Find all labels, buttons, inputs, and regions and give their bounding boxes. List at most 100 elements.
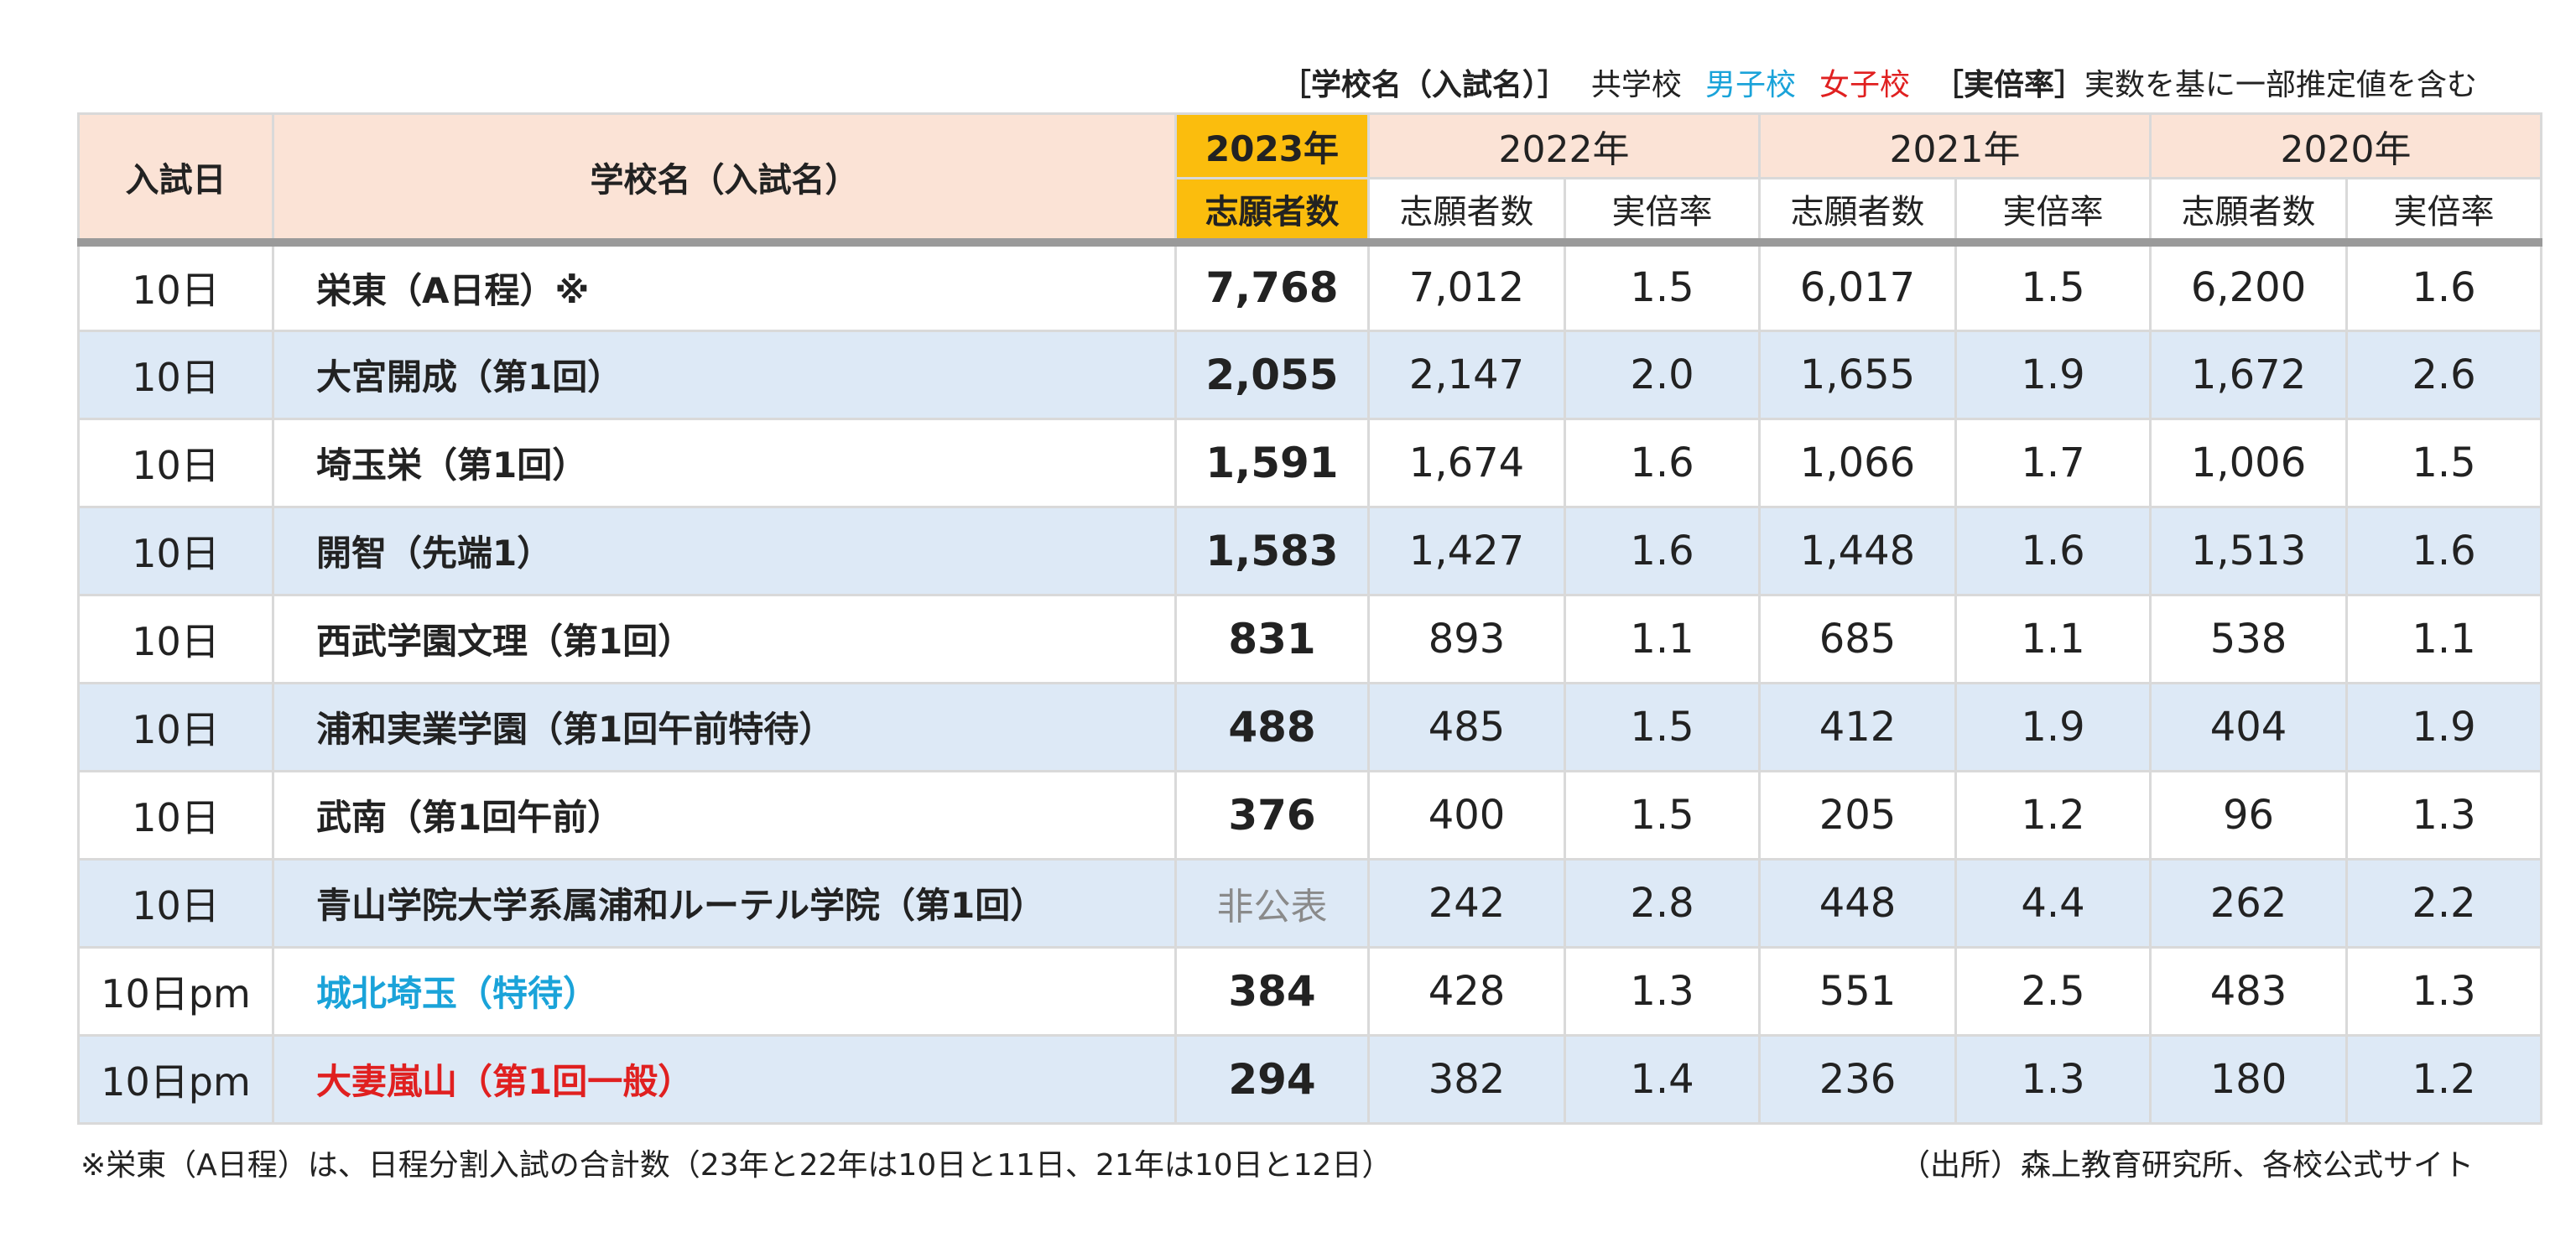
header-year-2021: 2021年 [1758, 112, 2152, 179]
cell-date: 10日 [77, 769, 274, 861]
cell-applicants-2022: 1,674 [1367, 417, 1566, 508]
cell-ratio-2021: 4.4 [1954, 857, 2152, 949]
cell-school-name: 大妻嵐山（第1回一般） [272, 1033, 1177, 1125]
cell-ratio-2020: 2.2 [2345, 857, 2543, 949]
cell-ratio-2020: 1.3 [2345, 945, 2543, 1037]
cell-school-name: 栄東（A日程）※ [272, 238, 1177, 332]
legend-ratio-label: ［実倍率］ [1933, 68, 2084, 102]
cell-applicants-2023: 294 [1174, 1033, 1370, 1125]
header-year-2023: 2023年 [1174, 112, 1370, 179]
cell-date: 10日 [77, 593, 274, 684]
table-row: 10日 大宮開成（第1回） 2,055 2,147 2.0 1,655 1.9 1,672 2.… [77, 329, 2543, 420]
cell-applicants-2023: 376 [1174, 769, 1370, 861]
cell-ratio-2021: 1.5 [1954, 238, 2152, 332]
cell-ratio-2022: 1.6 [1563, 417, 1762, 508]
applicants-table: 入試日 学校名（入試名） 2023年 2022年 2021年 2020年 志願者… [77, 112, 2543, 1125]
header-year-2020: 2020年 [2149, 112, 2543, 179]
legend: ［学校名（入試名）］ 共学校 男子校 女子校 ［実倍率］実数を基に一部推定値を含… [1281, 60, 2477, 104]
cell-ratio-2021: 2.5 [1954, 945, 2152, 1037]
cell-ratio-2021: 1.7 [1954, 417, 2152, 508]
header-2021-ratio: 実倍率 [1954, 177, 2152, 244]
cell-ratio-2022: 2.0 [1563, 329, 1762, 420]
cell-applicants-2020: 404 [2149, 681, 2349, 772]
cell-applicants-2023: 1,591 [1174, 417, 1370, 508]
cell-ratio-2022: 1.5 [1563, 238, 1762, 332]
cell-ratio-2020: 1.2 [2345, 1033, 2543, 1125]
table-row: 10日 開智（先端1） 1,583 1,427 1.6 1,448 1.6 1,513 1.6 [77, 505, 2543, 596]
header-2020-applicants: 志願者数 [2149, 177, 2349, 244]
cell-applicants-2022: 7,012 [1367, 238, 1566, 332]
cell-ratio-2022: 1.5 [1563, 681, 1762, 772]
cell-date: 10日 [77, 505, 274, 596]
header-2023-applicants: 志願者数 [1174, 177, 1370, 244]
cell-date: 10日 [77, 329, 274, 420]
table-row: 10日 武南（第1回午前） 376 400 1.5 205 1.2 96 1.3 [77, 769, 2543, 861]
cell-applicants-2022: 400 [1367, 769, 1566, 861]
header-year-2022: 2022年 [1366, 112, 1762, 179]
cell-applicants-2021: 412 [1758, 681, 1958, 772]
cell-school-name: 埼玉栄（第1回） [272, 417, 1177, 508]
cell-applicants-2020: 180 [2149, 1033, 2349, 1125]
cell-ratio-2021: 1.3 [1954, 1033, 2152, 1125]
cell-school-name: 城北埼玉（特待） [272, 945, 1177, 1037]
cell-applicants-2022: 485 [1367, 681, 1566, 772]
cell-ratio-2022: 1.5 [1563, 769, 1762, 861]
cell-ratio-2020: 1.3 [2345, 769, 2543, 861]
source-note: （出所）森上教育研究所、各校公式サイト [1899, 1148, 2474, 1183]
cell-school-name: 開智（先端1） [272, 505, 1177, 596]
legend-school-name-label: ［学校名（入試名）］ [1280, 68, 1568, 102]
cell-school-name: 西武学園文理（第1回） [272, 593, 1177, 684]
table-row: 10日 埼玉栄（第1回） 1,591 1,674 1.6 1,066 1.7 1,006 1.5 [77, 417, 2543, 508]
cell-ratio-2022: 1.4 [1563, 1033, 1762, 1125]
cell-ratio-2021: 1.1 [1954, 593, 2152, 684]
legend-girls: 女子校 [1819, 68, 1910, 102]
table-row: 10日 青山学院大学系属浦和ルーテル学院（第1回） 非公表 242 2.8 448 4.4 2… [77, 857, 2543, 949]
cell-applicants-2023: 2,055 [1174, 329, 1370, 420]
cell-applicants-2020: 483 [2149, 945, 2349, 1037]
table-row: 10日 西武学園文理（第1回） 831 893 1.1 685 1.1 538 1.1 [77, 593, 2543, 684]
cell-applicants-2020: 1,672 [2149, 329, 2349, 420]
header-school: 学校名（入試名） [272, 112, 1177, 244]
cell-ratio-2022: 2.8 [1563, 857, 1762, 949]
table-row: 10日 栄東（A日程）※ 7,768 7,012 1.5 6,017 1.5 6,200 1.6 [77, 238, 2543, 332]
cell-applicants-2021: 205 [1758, 769, 1958, 861]
cell-school-name: 浦和実業学園（第1回午前特待） [272, 681, 1177, 772]
cell-ratio-2021: 1.9 [1954, 329, 2152, 420]
cell-school-name: 青山学院大学系属浦和ルーテル学院（第1回） [272, 857, 1177, 949]
header-2020-ratio: 実倍率 [2345, 177, 2543, 244]
cell-ratio-2020: 1.1 [2345, 593, 2543, 684]
cell-ratio-2020: 1.9 [2345, 681, 2543, 772]
cell-applicants-2023: 1,583 [1174, 505, 1370, 596]
cell-ratio-2021: 1.9 [1954, 681, 2152, 772]
cell-school-name: 武南（第1回午前） [272, 769, 1177, 861]
cell-applicants-2023: 非公表 [1174, 857, 1370, 949]
cell-applicants-2020: 538 [2149, 593, 2349, 684]
cell-applicants-2020: 262 [2149, 857, 2349, 949]
cell-applicants-2022: 382 [1367, 1033, 1566, 1125]
cell-ratio-2020: 2.6 [2345, 329, 2543, 420]
cell-date: 10日 [77, 857, 274, 949]
cell-date: 10日pm [77, 945, 274, 1037]
cell-applicants-2021: 1,655 [1758, 329, 1958, 420]
cell-applicants-2023: 831 [1174, 593, 1370, 684]
legend-coed: 共学校 [1590, 68, 1682, 102]
header-2022-applicants: 志願者数 [1367, 177, 1566, 244]
cell-applicants-2021: 1,066 [1758, 417, 1958, 508]
cell-applicants-2021: 236 [1758, 1033, 1958, 1125]
legend-ratio-note: 実数を基に一部推定値を含む [2084, 68, 2477, 102]
cell-applicants-2023: 7,768 [1174, 238, 1370, 332]
table-body: 10日 栄東（A日程）※ 7,768 7,012 1.5 6,017 1.5 6,200 1.6… [77, 238, 2543, 1125]
cell-ratio-2020: 1.5 [2345, 417, 2543, 508]
cell-applicants-2021: 448 [1758, 857, 1958, 949]
cell-applicants-2022: 242 [1367, 857, 1566, 949]
cell-ratio-2020: 1.6 [2345, 505, 2543, 596]
header-date: 入試日 [77, 112, 274, 244]
table-row: 10日 浦和実業学園（第1回午前特待） 488 485 1.5 412 1.9 404 1.9 [77, 681, 2543, 772]
cell-applicants-2021: 1,448 [1758, 505, 1958, 596]
cell-applicants-2021: 685 [1758, 593, 1958, 684]
cell-ratio-2020: 1.6 [2345, 238, 2543, 332]
cell-date: 10日 [77, 238, 274, 332]
cell-applicants-2020: 96 [2149, 769, 2349, 861]
cell-ratio-2022: 1.3 [1563, 945, 1762, 1037]
cell-ratio-2021: 1.2 [1954, 769, 2152, 861]
